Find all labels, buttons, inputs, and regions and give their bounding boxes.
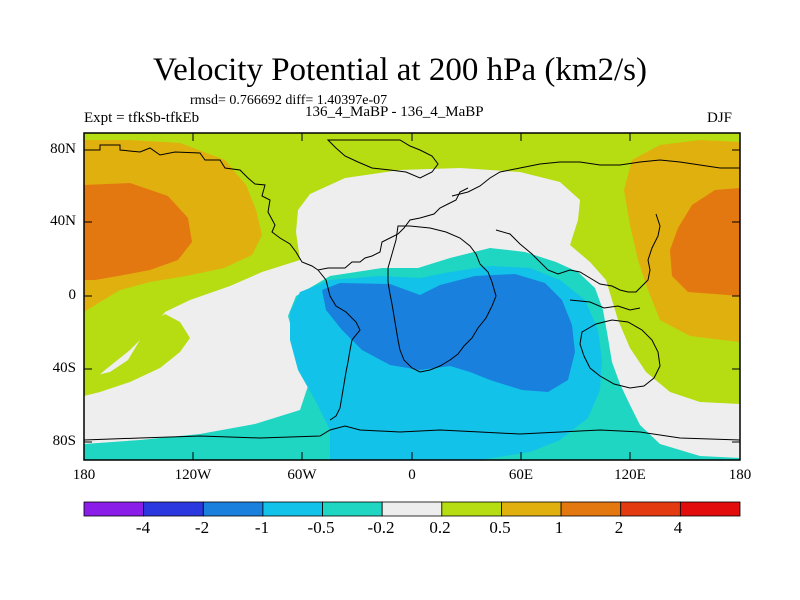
axis-ticks bbox=[83, 133, 741, 460]
coast-indonesia bbox=[569, 299, 641, 311]
colorbar-box bbox=[501, 501, 562, 517]
colorbar-label: 0.5 bbox=[489, 518, 511, 537]
y-tick-label: 80S bbox=[52, 433, 76, 449]
colorbar-label: -4 bbox=[135, 518, 151, 537]
colorbar-label: -2 bbox=[194, 518, 210, 537]
colorbar-box bbox=[560, 501, 622, 517]
colorbar bbox=[83, 501, 741, 517]
coast-asia-south bbox=[495, 213, 661, 293]
colorbar-label: 0.2 bbox=[429, 518, 451, 537]
x-tick-label: 180 bbox=[72, 467, 96, 483]
x-tick-label: 120W bbox=[174, 467, 212, 483]
stats-label: rmsd= 0.766692 diff= 1.40397e-07 bbox=[190, 93, 388, 108]
y-tick-label: 80N bbox=[50, 141, 76, 157]
colorbar-label: 4 bbox=[673, 518, 683, 537]
y-tick-label: 0 bbox=[68, 287, 77, 303]
colorbar-box bbox=[143, 501, 204, 517]
colorbar-box bbox=[322, 501, 383, 517]
colorbar-label: 1 bbox=[554, 518, 564, 537]
x-tick-label: 60W bbox=[287, 467, 317, 483]
coast-greenland bbox=[326, 139, 439, 179]
plot-title: Velocity Potential at 200 hPa (km2/s) bbox=[152, 52, 648, 88]
colorbar-label: -1 bbox=[254, 518, 270, 537]
coast-north-america bbox=[84, 144, 469, 271]
colorbar-label: -0.5 bbox=[307, 518, 335, 537]
y-tick-label: 40N bbox=[50, 213, 76, 229]
colorbar-box bbox=[679, 501, 741, 517]
fill-yellowgreen-south bbox=[84, 314, 190, 396]
y-tick-label: 40S bbox=[52, 360, 76, 376]
fill-blue bbox=[322, 274, 575, 392]
colorbar-label: 2 bbox=[614, 518, 624, 537]
x-tick-label: 60E bbox=[508, 467, 534, 483]
colorbar-box bbox=[620, 501, 681, 517]
coast-australia bbox=[579, 319, 661, 389]
runs-label: 136_4_MaBP - 136_4_MaBP bbox=[305, 104, 484, 120]
colorbar-box bbox=[262, 501, 323, 517]
coast-africa bbox=[387, 225, 497, 373]
coast-antarctica bbox=[84, 425, 740, 441]
x-tick-label: 120E bbox=[614, 467, 646, 483]
colorbar-box bbox=[83, 501, 145, 517]
x-tick-label: 0 bbox=[408, 467, 416, 483]
colorbar-label: -0.2 bbox=[367, 518, 395, 537]
coastlines bbox=[84, 139, 740, 441]
colorbar-box bbox=[202, 501, 264, 517]
season-label: DJF bbox=[707, 110, 733, 126]
map-fills bbox=[84, 133, 740, 460]
x-tick-label: 180 bbox=[728, 467, 752, 483]
colorbar-box bbox=[441, 501, 502, 517]
fill-orange-west bbox=[84, 183, 192, 280]
coast-eurasia bbox=[451, 159, 740, 197]
fill-orange-east bbox=[670, 188, 740, 296]
experiment-label: Expt = tfkSb-tfkEb bbox=[84, 110, 200, 126]
coast-south-america bbox=[317, 269, 361, 421]
colorbar-box bbox=[381, 501, 443, 517]
